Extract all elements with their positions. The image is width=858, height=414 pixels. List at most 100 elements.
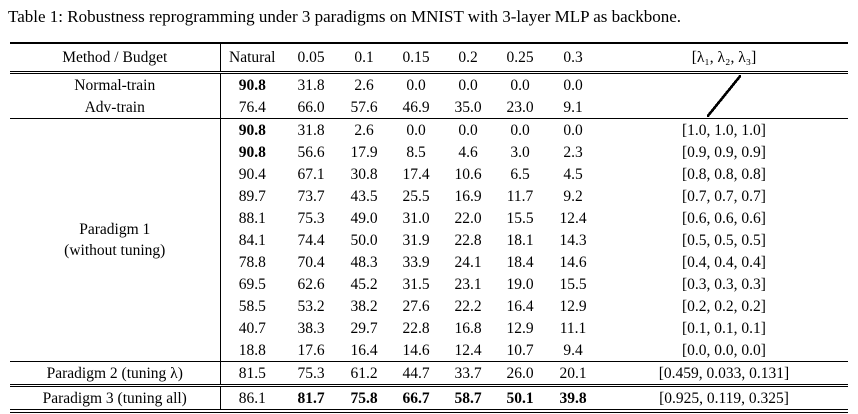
value-cell: 11.7	[506, 187, 534, 205]
row-label-cell: Normal-train	[10, 72, 221, 96]
value-cell: 9.4	[546, 339, 600, 362]
value-cell: 48.3	[350, 253, 378, 271]
value-cell: 38.2	[350, 297, 378, 315]
value-cell: 58.5	[238, 297, 266, 315]
budget-header-cell-4: 0.2	[442, 43, 494, 74]
lambda-cell: [1.0, 1.0, 1.0]	[682, 121, 766, 139]
value-cell: 50.0	[350, 231, 378, 249]
value-cell: 44.7	[390, 361, 442, 387]
results-table: Method / Budget Natural 0.05 0.1 0.15 0.2 0.25…	[10, 42, 848, 413]
value-cell: 53.2	[297, 297, 325, 315]
value-cell: 70.4	[297, 253, 325, 271]
table-row-paradigm1-9: 40.7 38.3 29.7 22.8 16.8 12.9 11.1 [0.1, 0.1, 0…	[10, 317, 848, 339]
table-header: Method / Budget Natural 0.05 0.1 0.15 0.2 0.25…	[10, 43, 848, 74]
value-cell: 58.7	[454, 389, 482, 407]
value-cell: 38.3	[297, 319, 325, 337]
table-row-paradigm1-0: Paradigm 1 (without tuning) 90.8 31.8 2.6 0.0…	[10, 118, 848, 362]
value-cell: 35.0	[442, 96, 494, 119]
value-cell: 2.6	[354, 76, 374, 94]
value-cell: 90.4	[238, 165, 266, 183]
value-cell: 10.6	[454, 165, 482, 183]
value-cell: 18.8	[220, 339, 284, 362]
value-cell: 23.1	[454, 275, 482, 293]
header-row: Method / Budget Natural 0.05 0.1 0.15 0.2 0.25…	[10, 43, 848, 74]
table-row-paradigm1-3: 89.7 73.7 43.5 25.5 16.9 11.7 9.2 [0.7, 0.7, 0.…	[10, 185, 848, 207]
value-cell: 16.8	[454, 319, 482, 337]
lambda-cell: [0.8, 0.8, 0.8]	[682, 165, 766, 183]
value-cell: 86.1	[238, 389, 266, 407]
value-cell: 0.0	[458, 76, 478, 94]
table-row-paradigm1-8: 58.5 53.2 38.2 27.6 22.2 16.4 12.9 [0.2, 0.2, 0…	[10, 295, 848, 317]
value-cell: 90.8	[238, 76, 266, 94]
value-cell: 30.8	[350, 165, 378, 183]
budget-header-cell-3: 0.15	[390, 43, 442, 74]
value-cell: 27.6	[402, 297, 430, 315]
value-cell: 6.5	[510, 165, 530, 183]
value-cell: 17.6	[284, 339, 338, 362]
lambda-cell: [0.0, 0.0, 0.0]	[600, 339, 848, 362]
value-cell: 62.6	[297, 275, 325, 293]
value-cell: 56.6	[297, 143, 325, 161]
lambda-cell: [0.459, 0.033, 0.131]	[600, 361, 848, 387]
row-label-cell: Paradigm 2 (tuning λ)	[10, 361, 221, 387]
value-cell: 33.7	[442, 361, 494, 387]
section-label-line-0: Paradigm 1	[79, 221, 151, 238]
value-cell: 15.5	[506, 209, 534, 227]
lambda-cell: [0.6, 0.6, 0.6]	[682, 209, 766, 227]
value-cell: 45.2	[350, 275, 378, 293]
value-cell: 22.8	[454, 231, 482, 249]
lambda-header-cell: [λ₁, λ₂, λ₃]	[600, 43, 848, 74]
value-cell: 81.5	[220, 361, 284, 387]
value-cell: 66.0	[284, 96, 338, 119]
value-cell: 3.0	[510, 143, 530, 161]
table-row-paradigm1-10: 18.8 17.6 16.4 14.6 12.4 10.7 9.4 [0.0, 0.0, 0.…	[10, 339, 848, 362]
value-cell: 76.4	[220, 96, 284, 119]
lambda-cell: [0.9, 0.9, 0.9]	[682, 143, 766, 161]
value-cell: 0.0	[406, 121, 426, 139]
value-cell: 31.8	[297, 76, 325, 94]
row-label-cell: Adv-train	[10, 96, 221, 119]
value-cell: 0.0	[563, 76, 583, 94]
value-cell: 88.1	[238, 209, 266, 227]
budget-header-cell-6: 0.3	[546, 43, 600, 74]
value-cell: 11.1	[559, 319, 587, 337]
table-row-baselines-1: Adv-train 76.4 66.0 57.6 46.9 35.0 23.0 9.1	[10, 96, 848, 119]
value-cell: 4.6	[458, 143, 478, 161]
value-cell: 2.6	[354, 121, 374, 139]
value-cell: 31.5	[402, 275, 430, 293]
diagonal-slash-icon	[707, 75, 741, 117]
value-cell: 90.8	[238, 121, 266, 139]
value-cell: 31.9	[402, 231, 430, 249]
value-cell: 84.1	[238, 231, 266, 249]
table-row-paradigm1-5: 84.1 74.4 50.0 31.9 22.8 18.1 14.3 [0.5, 0.5, 0…	[10, 229, 848, 251]
value-cell: 66.7	[402, 389, 430, 407]
value-cell: 90.8	[238, 143, 266, 161]
value-cell: 0.0	[563, 121, 583, 139]
value-cell: 43.5	[350, 187, 378, 205]
value-cell: 4.5	[563, 165, 583, 183]
value-cell: 39.8	[559, 389, 587, 407]
table-row-paradigm1-7: 69.5 62.6 45.2 31.5 23.1 19.0 15.5 [0.3, 0.3, 0…	[10, 273, 848, 295]
lambda-cell: [0.5, 0.5, 0.5]	[682, 231, 766, 249]
table-row-paradigm1-2: 90.4 67.1 30.8 17.4 10.6 6.5 4.5 [0.8, 0.8, 0.8…	[10, 163, 848, 185]
value-cell: 0.0	[406, 76, 426, 94]
lambda-cell: [0.1, 0.1, 0.1]	[682, 319, 766, 337]
value-cell: 29.7	[350, 319, 378, 337]
value-cell: 19.0	[506, 275, 534, 293]
value-cell: 10.7	[494, 339, 546, 362]
value-cell: 12.4	[442, 339, 494, 362]
value-cell: 17.9	[350, 143, 378, 161]
value-cell: 16.4	[506, 297, 534, 315]
value-cell: 20.1	[546, 361, 600, 387]
table-row-paradigm2-0: Paradigm 2 (tuning λ) 81.5 75.3 61.2 44.7 33.…	[10, 361, 848, 387]
budget-header-cell-5: 0.25	[494, 43, 546, 74]
value-cell: 23.0	[494, 96, 546, 119]
value-cell: 14.3	[559, 231, 587, 249]
section-label-line-1: (without tuning)	[64, 242, 166, 259]
value-cell: 31.0	[402, 209, 430, 227]
value-cell: 18.4	[506, 253, 534, 271]
value-cell: 25.5	[402, 187, 430, 205]
table-row-baselines-0: Normal-train 90.8 31.8 2.6 0.0 0.0 0.0 0.0	[10, 72, 848, 119]
value-cell: 89.7	[238, 187, 266, 205]
value-cell: 57.6	[338, 96, 390, 119]
